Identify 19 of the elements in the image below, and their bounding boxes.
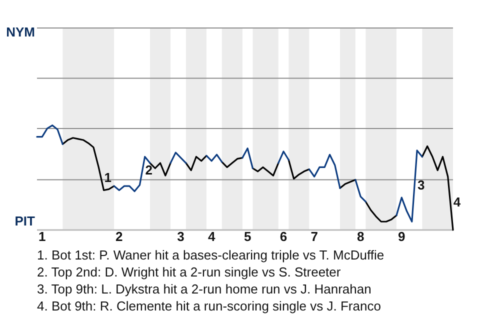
x-tick-label: 8 bbox=[356, 229, 364, 244]
text: 4. Bot 9th: R. Clemente hit a run-scoring single vs J. Franco bbox=[37, 298, 381, 314]
x-tick-label: 4 bbox=[208, 229, 216, 244]
text: 2. Top 2nd: D. Wright hit a 2-run single vs S. Streeter bbox=[37, 264, 342, 280]
x-tick-label: 3 bbox=[177, 229, 184, 244]
annotation: 2 bbox=[145, 162, 153, 178]
x-tick-label: 7 bbox=[310, 229, 318, 244]
x-tick-label: 1 bbox=[38, 229, 46, 244]
annotation: 1 bbox=[104, 170, 112, 186]
x-tick-label: 5 bbox=[244, 229, 252, 244]
x-tick-label: 2 bbox=[116, 229, 123, 244]
x-tick-label: 9 bbox=[398, 229, 406, 244]
annotation: 4 bbox=[453, 194, 462, 210]
text: 3. Top 9th: L. Dykstra hit a 2-run home run vs J. Hanrahan bbox=[37, 281, 372, 296]
x-tick-label: 6 bbox=[280, 229, 288, 244]
text: NYM bbox=[6, 24, 35, 40]
text: 1. Bot 1st: P. Waner hit a bases-clearing triple vs T. McDuffie bbox=[37, 247, 384, 262]
text: PIT bbox=[14, 213, 36, 228]
annotation: 3 bbox=[417, 177, 425, 192]
